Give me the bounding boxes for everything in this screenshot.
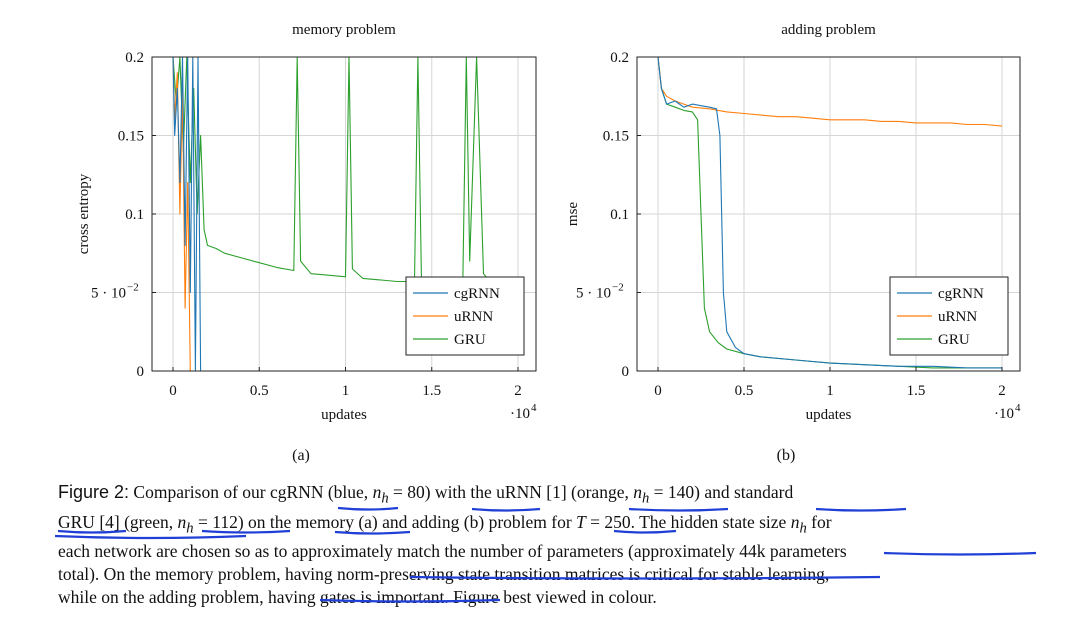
caption-math-sub: h: [381, 490, 389, 507]
y-tick-label: 0.2: [125, 50, 144, 66]
caption-text: = 250. The hidden state size: [585, 511, 791, 532]
series-group: [657, 57, 1003, 369]
y-tick-label: 0.15: [118, 129, 144, 145]
x-tick-label: 2: [998, 383, 1006, 399]
y-tick-label: 0.1: [125, 207, 144, 223]
x-multiplier-exponent: 4: [531, 402, 537, 414]
y-tick-label: 0.15: [603, 129, 629, 145]
y-axis-label: mse: [565, 202, 581, 227]
caption-text: = 112) on the memory (a) and adding (b) …: [193, 511, 577, 532]
x-tick-label: 0.5: [735, 383, 754, 399]
caption-math: n: [177, 511, 187, 532]
x-tick-label: 0.5: [250, 383, 269, 399]
memory-problem-chart: 0 0.5 1 1.5 2 0 5 · 10 −2 0.1 0.15 0.2 ·10 4 updates m…: [76, 22, 537, 423]
x-tick-label: 2: [514, 383, 522, 399]
legend-label-gru: GRU: [454, 332, 486, 348]
figure-2: 0 0.5 1 1.5 205 · 10 −20.10.150.2·10 4updatesm…: [76, 22, 1021, 464]
x-axis-label: updates: [806, 407, 852, 423]
chart-title: memory problem: [292, 22, 396, 38]
y-tick-exponent: −2: [612, 282, 624, 294]
y-tick-label: 0: [622, 364, 630, 380]
caption-line-1: Figure 2: Comparison of our cgRNN (blue,…: [58, 481, 1048, 511]
series-line-urnn: [172, 57, 518, 371]
caption-math-sub: h: [186, 520, 194, 536]
series-line-cgrnn: [172, 57, 518, 371]
caption-text: GRU [4] (green,: [58, 511, 178, 532]
figure-caption: Figure 2: Comparison of our cgRNN (blue,…: [58, 481, 1048, 609]
caption-math: n: [633, 482, 642, 502]
series-line-urnn: [657, 57, 1003, 127]
series-line-gru: [172, 57, 490, 284]
legend-label-cgrnn: cgRNN: [454, 286, 500, 302]
legend-label-cgrnn: cgRNN: [938, 286, 984, 302]
caption-math: n: [372, 482, 382, 502]
caption-line-2: GRU [4] (green, nh = 112) on the memory …: [58, 511, 1048, 541]
caption-line-4: total). On the memory problem, having no…: [58, 564, 830, 584]
adding-problem-chart: 0 0.5 1 1.5 2 0 5 · 10 −2 0.1 0.15 0.2 ·10 4 updates a…: [565, 22, 1021, 423]
series-line-cgrnn: [657, 57, 1002, 369]
x-axis-label: updates: [321, 407, 367, 423]
caption-text: Comparison of our cgRNN (blue,: [133, 482, 373, 502]
legend-label-urnn: uRNN: [454, 309, 493, 325]
y-tick-label: 5 · 10: [576, 286, 611, 302]
y-tick-label: 0.2: [610, 50, 629, 66]
x-tick-label: 1.5: [907, 383, 926, 399]
x-multiplier: ·10: [994, 406, 1014, 422]
sublabel-a: (a): [292, 447, 310, 464]
caption-text: = 80) with the uRNN [1] (orange,: [388, 482, 634, 502]
caption-line-3: each network are chosen so as to approxi…: [58, 541, 847, 561]
y-axis-label: cross entropy: [76, 173, 92, 254]
caption-math: T: [576, 511, 586, 532]
y-tick-label: 0.1: [610, 207, 629, 223]
chart-title: adding problem: [781, 22, 876, 38]
x-tick-label: 1: [826, 383, 834, 399]
legend-label-gru: GRU: [938, 332, 970, 348]
x-tick-label: 1: [342, 383, 350, 399]
x-tick-label: 0: [169, 383, 177, 399]
caption-lead: Figure 2:: [58, 482, 130, 502]
x-multiplier-exponent: 4: [1015, 402, 1021, 414]
y-tick-exponent: −2: [127, 282, 139, 294]
sublabel-b: (b): [777, 447, 796, 464]
caption-math-sub: h: [641, 490, 650, 507]
caption-math: n: [790, 511, 800, 532]
x-tick-label: 0: [654, 383, 662, 399]
caption-text: = 140) and standard: [649, 482, 794, 502]
caption-line-5: while on the adding problem, having gate…: [58, 587, 657, 607]
y-tick-label: 0: [137, 364, 145, 380]
legend-label-urnn: uRNN: [938, 309, 977, 325]
y-tick-label: 5 · 10: [91, 286, 126, 302]
x-tick-label: 1.5: [422, 383, 441, 399]
x-multiplier: ·10: [510, 406, 530, 422]
caption-text: for: [806, 511, 832, 532]
caption-math-sub: h: [799, 520, 807, 536]
